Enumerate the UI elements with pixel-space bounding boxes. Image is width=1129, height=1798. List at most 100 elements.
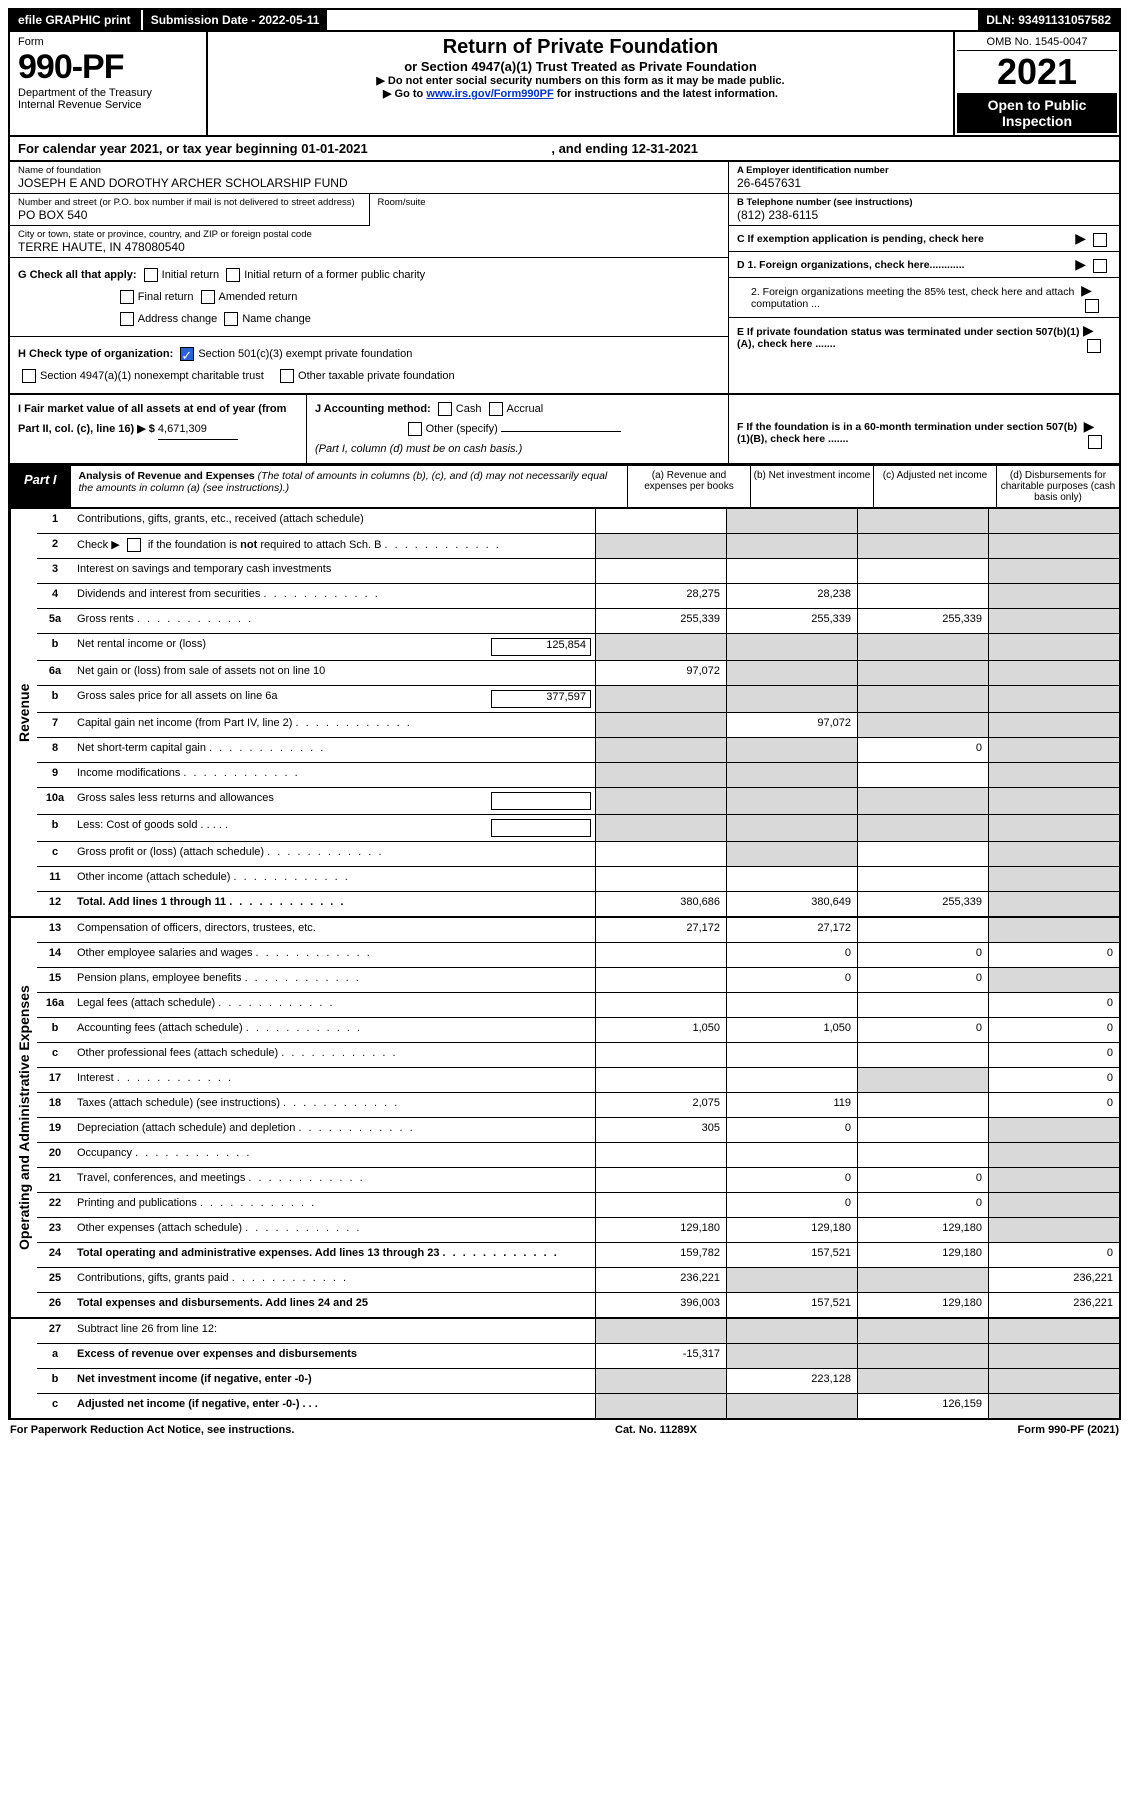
chk-schb[interactable] (127, 538, 141, 552)
col-d-header: (d) Disbursements for charitable purpose… (996, 466, 1119, 507)
line-17: Interest (73, 1068, 595, 1092)
line-16c: Other professional fees (attach schedule… (73, 1043, 595, 1067)
line-27c: Adjusted net income (if negative, enter … (73, 1394, 595, 1418)
line-16a: Legal fees (attach schedule) (73, 993, 595, 1017)
chk-d1[interactable] (1093, 259, 1107, 273)
entity-info: Name of foundation JOSEPH E AND DOROTHY … (8, 162, 1121, 395)
d1-label: D 1. Foreign organizations, check here..… (737, 259, 965, 271)
line-10a: Gross sales less returns and allowances (73, 788, 595, 814)
omb-number: OMB No. 1545-0047 (957, 34, 1117, 51)
line-6b: Gross sales price for all assets on line… (73, 686, 595, 712)
chk-name-change[interactable] (224, 312, 238, 326)
line-21: Travel, conferences, and meetings (73, 1168, 595, 1192)
line-23: Other expenses (attach schedule) (73, 1218, 595, 1242)
chk-initial-return[interactable] (144, 268, 158, 282)
chk-501c3[interactable] (180, 347, 194, 361)
arrow-icon: ▶ (1083, 322, 1094, 338)
foundation-name-label: Name of foundation (18, 165, 720, 176)
tel-value: (812) 238-6115 (737, 208, 1111, 222)
chk-d2[interactable] (1085, 299, 1099, 313)
line-6a: Net gain or (loss) from sale of assets n… (73, 661, 595, 685)
revenue-table: Revenue 1Contributions, gifts, grants, e… (8, 509, 1121, 918)
chk-f[interactable] (1088, 435, 1102, 449)
irs-label: Internal Revenue Service (18, 99, 198, 111)
chk-initial-former[interactable] (226, 268, 240, 282)
line-20: Occupancy (73, 1143, 595, 1167)
opt-amended: Amended return (219, 291, 298, 303)
line-10b: Less: Cost of goods sold . . . . . (73, 815, 595, 841)
cal-end: 12-31-2021 (632, 141, 699, 156)
cal-begin: 01-01-2021 (301, 141, 368, 156)
i-value: 4,671,309 (158, 419, 238, 440)
line-1: Contributions, gifts, grants, etc., rece… (73, 509, 595, 533)
col-b-header: (b) Net investment income (750, 466, 873, 507)
line-5a: Gross rents (73, 609, 595, 633)
line-12: Total. Add lines 1 through 11 (73, 892, 595, 916)
c-label: C If exemption application is pending, c… (737, 233, 984, 245)
j-note: (Part I, column (d) must be on cash basi… (315, 443, 522, 455)
line-5b: Net rental income or (loss) 125,854 (73, 634, 595, 660)
line-2: Check ▶ if the foundation is not require… (73, 534, 595, 558)
footer-mid: Cat. No. 11289X (615, 1424, 697, 1436)
d2-label: 2. Foreign organizations meeting the 85%… (737, 286, 1081, 310)
page-footer: For Paperwork Reduction Act Notice, see … (8, 1420, 1121, 1440)
line-13: Compensation of officers, directors, tru… (73, 918, 595, 942)
line-22: Printing and publications (73, 1193, 595, 1217)
opt-former: Initial return of a former public charit… (244, 269, 425, 281)
form-header: Form 990-PF Department of the Treasury I… (8, 32, 1121, 137)
line-19: Depreciation (attach schedule) and deple… (73, 1118, 595, 1142)
line-18: Taxes (attach schedule) (see instruction… (73, 1093, 595, 1117)
expenses-side-label: Operating and Administrative Expenses (10, 918, 37, 1317)
j-label: J Accounting method: (315, 403, 431, 415)
opt-final: Final return (138, 291, 194, 303)
line-27: Subtract line 26 from line 12: (73, 1319, 595, 1343)
submission-date: Submission Date - 2022-05-11 (141, 10, 328, 30)
chk-c[interactable] (1093, 233, 1107, 247)
city-value: TERRE HAUTE, IN 478080540 (18, 240, 720, 254)
chk-cash[interactable] (438, 402, 452, 416)
opt-501c3: Section 501(c)(3) exempt private foundat… (198, 348, 412, 360)
line-15: Pension plans, employee benefits (73, 968, 595, 992)
form-word: Form (18, 36, 198, 48)
form-subtitle: or Section 4947(a)(1) Trust Treated as P… (216, 59, 945, 74)
j-accrual: Accrual (507, 403, 544, 415)
chk-address-change[interactable] (120, 312, 134, 326)
efile-print-button[interactable]: efile GRAPHIC print (10, 10, 141, 30)
cal-mid: , and ending (548, 141, 632, 156)
chk-accrual[interactable] (489, 402, 503, 416)
chk-4947a1[interactable] (22, 369, 36, 383)
i-j-f-row: I Fair market value of all assets at end… (8, 395, 1121, 465)
top-bar: efile GRAPHIC print Submission Date - 20… (8, 8, 1121, 32)
h-label: H Check type of organization: (18, 348, 173, 360)
arrow-icon: ▶ (1075, 230, 1086, 246)
chk-other-method[interactable] (408, 422, 422, 436)
line-25: Contributions, gifts, grants paid (73, 1268, 595, 1292)
instr2-pre: ▶ Go to (383, 88, 426, 100)
cal-pre: For calendar year 2021, or tax year begi… (18, 141, 301, 156)
chk-amended[interactable] (201, 290, 215, 304)
opt-name: Name change (242, 313, 311, 325)
line-27b: Net investment income (if negative, ente… (73, 1369, 595, 1393)
form990pf-link[interactable]: www.irs.gov/Form990PF (426, 88, 553, 100)
tel-label: B Telephone number (see instructions) (737, 197, 1111, 208)
line-24: Total operating and administrative expen… (73, 1243, 595, 1267)
footer-left: For Paperwork Reduction Act Notice, see … (10, 1424, 294, 1436)
city-label: City or town, state or province, country… (18, 229, 720, 240)
opt-initial: Initial return (162, 269, 219, 281)
i-label: I Fair market value of all assets at end… (18, 403, 286, 435)
dln-number: DLN: 93491131057582 (978, 10, 1119, 30)
dept-treasury: Department of the Treasury (18, 87, 198, 99)
form-instr-2: ▶ Go to www.irs.gov/Form990PF for instru… (216, 87, 945, 100)
line-14: Other employee salaries and wages (73, 943, 595, 967)
line-26: Total expenses and disbursements. Add li… (73, 1293, 595, 1317)
tax-year: 2021 (957, 51, 1117, 93)
part1-header: Part I Analysis of Revenue and Expenses … (8, 465, 1121, 509)
j-other-line (501, 431, 621, 432)
chk-other-taxable[interactable] (280, 369, 294, 383)
chk-final-return[interactable] (120, 290, 134, 304)
line-8: Net short-term capital gain (73, 738, 595, 762)
foundation-name: JOSEPH E AND DOROTHY ARCHER SCHOLARSHIP … (18, 176, 720, 190)
form-instr-1: ▶ Do not enter social security numbers o… (216, 74, 945, 87)
chk-e[interactable] (1087, 339, 1101, 353)
line-7: Capital gain net income (from Part IV, l… (73, 713, 595, 737)
